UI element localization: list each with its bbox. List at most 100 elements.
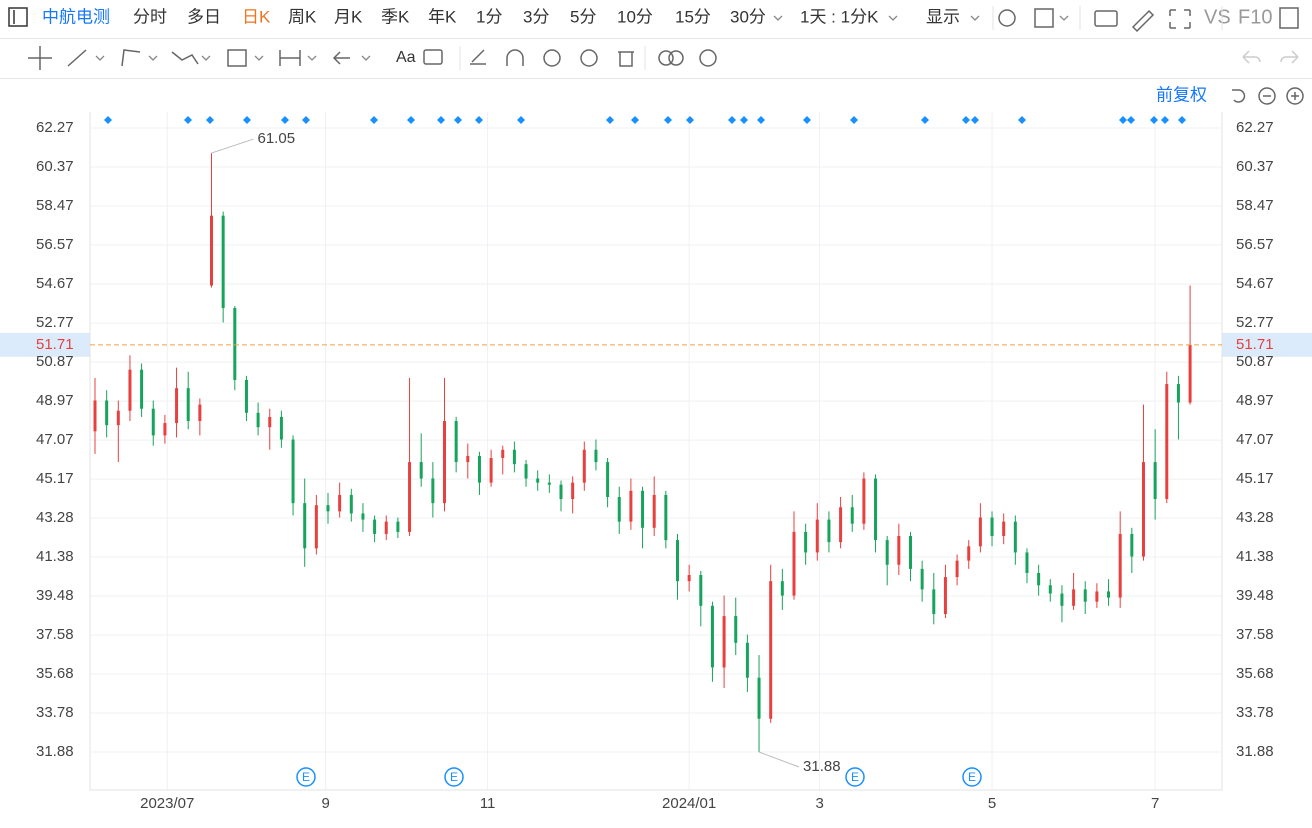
candle-body xyxy=(547,482,551,485)
event-marker xyxy=(1119,116,1127,124)
candle-body xyxy=(314,505,318,549)
candle-body xyxy=(210,215,214,286)
candle-body xyxy=(850,507,854,524)
event-marker xyxy=(803,116,811,124)
event-badge[interactable] xyxy=(444,767,464,787)
wave-tool[interactable] xyxy=(171,51,199,65)
candle-body xyxy=(780,581,784,596)
period-tab[interactable]: 月K xyxy=(334,7,363,26)
period-combo[interactable]: 1天 : 1分K xyxy=(800,7,879,26)
zoom-out[interactable] xyxy=(1258,87,1276,105)
period-tab[interactable]: 周K xyxy=(288,7,317,26)
settings-icon[interactable] xyxy=(998,9,1016,27)
y-tick-label: 48.97 xyxy=(1236,392,1274,409)
settings-tool[interactable] xyxy=(699,49,717,67)
y-tick-label: 62.27 xyxy=(36,119,74,136)
magnet-tool[interactable] xyxy=(506,49,524,66)
candle-body xyxy=(431,478,435,504)
panel-icon[interactable] xyxy=(1279,7,1299,29)
dropdown-chevron xyxy=(307,55,317,61)
candle-body xyxy=(1002,521,1006,537)
reset-icon[interactable] xyxy=(1232,89,1246,103)
period-tab[interactable]: 10分 xyxy=(617,7,653,26)
period-tab[interactable]: 分时 xyxy=(133,7,167,26)
sync-tool[interactable] xyxy=(543,49,561,67)
candle-body xyxy=(1060,593,1064,606)
candle-body xyxy=(1165,384,1169,500)
candle-body xyxy=(454,421,458,463)
plot-frame xyxy=(89,112,1223,791)
display-menu[interactable]: 显示 xyxy=(926,7,960,26)
fullscreen-icon[interactable] xyxy=(1169,9,1191,29)
compare-tool[interactable] xyxy=(658,50,674,66)
period-tab[interactable]: 1分 xyxy=(476,7,502,26)
zoom-in[interactable] xyxy=(1286,87,1304,105)
x-tick-label: 2023/07 xyxy=(140,795,194,812)
candle-body xyxy=(664,494,668,541)
y-tick-label: 37.58 xyxy=(1236,626,1274,643)
event-label: E xyxy=(851,770,859,784)
dropdown-chevron xyxy=(1059,15,1069,21)
period-tab[interactable]: 3分 xyxy=(523,7,549,26)
period-tab[interactable]: 30分 xyxy=(730,7,766,26)
candle-body xyxy=(198,404,202,422)
candle-body xyxy=(1013,521,1017,553)
y-tick-label: 43.28 xyxy=(36,509,74,526)
candle-body xyxy=(221,215,225,309)
hide-tool[interactable] xyxy=(580,49,598,67)
period-tab[interactable]: 年K xyxy=(428,7,457,26)
candle-body xyxy=(512,449,516,465)
candle-body xyxy=(1118,533,1122,598)
y-tick-label: 56.57 xyxy=(36,236,74,253)
candle-body xyxy=(745,642,749,678)
event-badge[interactable] xyxy=(962,767,982,787)
adjust-mode[interactable]: 前复权 xyxy=(1156,85,1207,104)
candle-body xyxy=(233,308,237,380)
pen-icon[interactable] xyxy=(1131,9,1155,33)
sidebar-toggle[interactable] xyxy=(8,7,28,27)
period-tab[interactable]: 5分 xyxy=(570,7,596,26)
candle-body xyxy=(419,462,423,479)
event-marker xyxy=(606,116,614,124)
layout-icon[interactable] xyxy=(1034,8,1054,28)
move-tool[interactable] xyxy=(28,46,52,70)
period-tab[interactable]: 多日 xyxy=(187,7,221,26)
event-marker xyxy=(1018,116,1026,124)
period-tab[interactable]: 15分 xyxy=(675,7,711,26)
candle-body xyxy=(1095,591,1099,602)
y-tick-label: 45.17 xyxy=(1236,470,1274,487)
candle-body xyxy=(303,503,307,549)
redo-icon[interactable] xyxy=(1280,50,1299,64)
period-tab[interactable]: 季K xyxy=(381,7,410,26)
event-badge[interactable] xyxy=(845,767,865,787)
note-tool[interactable] xyxy=(423,49,443,65)
fib-tool[interactable] xyxy=(227,49,247,67)
event-marker xyxy=(850,116,858,124)
candle-body xyxy=(652,494,656,528)
period-tab[interactable]: 日K xyxy=(242,7,271,26)
channel-tool[interactable] xyxy=(121,49,141,67)
y-tick-label: 47.07 xyxy=(1236,431,1274,448)
event-badge[interactable] xyxy=(296,767,316,787)
delete-tool[interactable] xyxy=(618,51,634,67)
vs-button[interactable]: VS xyxy=(1204,6,1231,28)
angle-tool[interactable] xyxy=(470,49,486,65)
stock-name[interactable]: 中航电测 xyxy=(42,7,110,26)
dropdown-chevron xyxy=(201,55,211,61)
candle-body xyxy=(710,605,714,668)
candle-body xyxy=(862,478,866,524)
last-price-label: 51.71 xyxy=(1236,336,1274,353)
line-tool[interactable] xyxy=(67,49,87,67)
undo-icon[interactable] xyxy=(1242,50,1261,64)
candle-body xyxy=(1107,591,1111,598)
event-marker xyxy=(302,116,310,124)
y-tick-label: 60.37 xyxy=(1236,158,1274,175)
candle-body xyxy=(687,575,691,582)
text-tool[interactable]: Aa xyxy=(396,49,416,66)
arrow-tool[interactable] xyxy=(332,51,350,65)
measure-tool[interactable] xyxy=(279,50,301,66)
candle-body xyxy=(885,540,889,565)
f10-button[interactable]: F10 xyxy=(1238,6,1272,28)
camera-icon[interactable] xyxy=(1094,10,1118,27)
